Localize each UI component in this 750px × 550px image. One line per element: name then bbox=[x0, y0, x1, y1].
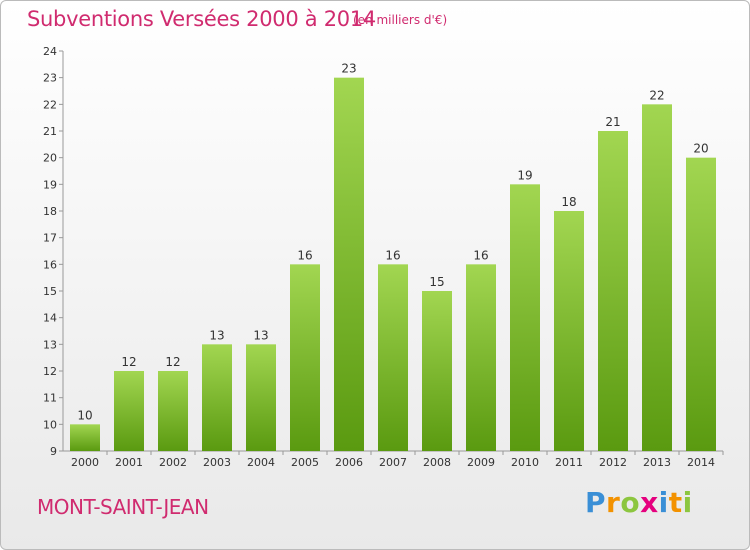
data-label-2011: 18 bbox=[561, 195, 576, 209]
x-tick-label: 2011 bbox=[555, 456, 583, 469]
x-tick-label: 2010 bbox=[511, 456, 539, 469]
data-label-2010: 19 bbox=[517, 168, 532, 182]
data-label-2008: 15 bbox=[429, 275, 444, 289]
x-tick-label: 2006 bbox=[335, 456, 363, 469]
bar-2003 bbox=[202, 344, 232, 451]
bar-2010 bbox=[510, 184, 540, 452]
bar-2000 bbox=[70, 424, 100, 451]
x-tick-label: 2012 bbox=[599, 456, 627, 469]
bar-2014 bbox=[686, 157, 716, 451]
x-tick-label: 2003 bbox=[203, 456, 231, 469]
logo-letter: r bbox=[606, 486, 621, 519]
data-label-2000: 10 bbox=[77, 408, 92, 422]
y-tick-label: 14 bbox=[43, 312, 57, 325]
chart-title: Subventions Versées 2000 à 2014 bbox=[27, 7, 376, 31]
data-label-2012: 21 bbox=[605, 115, 620, 129]
y-tick-label: 17 bbox=[43, 232, 57, 245]
y-tick-label: 19 bbox=[43, 178, 57, 191]
y-tick-label: 23 bbox=[43, 72, 57, 85]
x-tick-label: 2000 bbox=[71, 456, 99, 469]
bar-2013 bbox=[642, 104, 672, 451]
bar-2006 bbox=[334, 77, 364, 452]
x-tick-label: 2013 bbox=[643, 456, 671, 469]
bar-2001 bbox=[114, 371, 144, 451]
proxiti-logo: Proxiti bbox=[585, 486, 693, 519]
bar-2007 bbox=[378, 264, 408, 451]
y-tick-label: 11 bbox=[43, 392, 57, 405]
unit-note: (en milliers d'€) bbox=[353, 13, 448, 27]
y-tick-label: 24 bbox=[43, 45, 57, 58]
x-tick-label: 2001 bbox=[115, 456, 143, 469]
x-tick-label: 2007 bbox=[379, 456, 407, 469]
bar-2004 bbox=[246, 344, 276, 451]
data-label-2014: 20 bbox=[693, 142, 708, 156]
y-tick-label: 20 bbox=[43, 152, 57, 165]
x-tick-label: 2004 bbox=[247, 456, 275, 469]
x-tick-label: 2009 bbox=[467, 456, 495, 469]
logo-letter: t bbox=[668, 486, 683, 519]
logo-letter: P bbox=[585, 486, 607, 519]
logo-letter: i bbox=[682, 486, 693, 519]
bar-2009 bbox=[466, 264, 496, 451]
y-tick-label: 21 bbox=[43, 125, 57, 138]
y-tick-label: 18 bbox=[43, 205, 57, 218]
bar-2005 bbox=[290, 264, 320, 451]
data-label-2004: 13 bbox=[253, 328, 268, 342]
data-label-2005: 16 bbox=[297, 248, 312, 262]
logo-letter: x bbox=[640, 486, 659, 519]
data-label-2003: 13 bbox=[209, 328, 224, 342]
x-axis: 2000 2001 2002 2003 2004 2005 2006 2007 2008 2009… bbox=[63, 450, 724, 469]
y-tick-label: 15 bbox=[43, 285, 57, 298]
x-tick-label: 2005 bbox=[291, 456, 319, 469]
y-tick-label: 12 bbox=[43, 365, 57, 378]
place-name: MONT-SAINT-JEAN bbox=[37, 495, 209, 519]
y-tick-label: 22 bbox=[43, 98, 57, 111]
bar-2012 bbox=[598, 131, 628, 451]
bar-2002 bbox=[158, 371, 188, 451]
x-tick-label: 2014 bbox=[687, 456, 715, 469]
logo-letter: i bbox=[658, 486, 669, 519]
data-label-2006: 23 bbox=[341, 62, 356, 76]
data-label-2007: 16 bbox=[385, 248, 400, 262]
data-label-2013: 22 bbox=[649, 88, 664, 102]
x-tick-label: 2002 bbox=[159, 456, 187, 469]
data-label-2001: 12 bbox=[121, 355, 136, 369]
data-labels-group: 10 12 12 13 13 16 23 16 15 16 19 18 21 22 20 bbox=[77, 62, 708, 423]
bar-2008 bbox=[422, 291, 452, 451]
y-tick-label: 10 bbox=[43, 418, 57, 431]
x-tick-label: 2008 bbox=[423, 456, 451, 469]
data-label-2002: 12 bbox=[165, 355, 180, 369]
bar-2011 bbox=[554, 211, 584, 451]
bars-group bbox=[70, 77, 716, 452]
logo-letter: o bbox=[620, 486, 641, 519]
y-axis: 9 10 11 12 13 14 15 16 17 18 19 20 21 22 23 24 bbox=[43, 45, 64, 458]
y-tick-label: 9 bbox=[50, 445, 57, 458]
y-tick-label: 13 bbox=[43, 338, 57, 351]
y-tick-label: 16 bbox=[43, 258, 57, 271]
data-label-2009: 16 bbox=[473, 248, 488, 262]
